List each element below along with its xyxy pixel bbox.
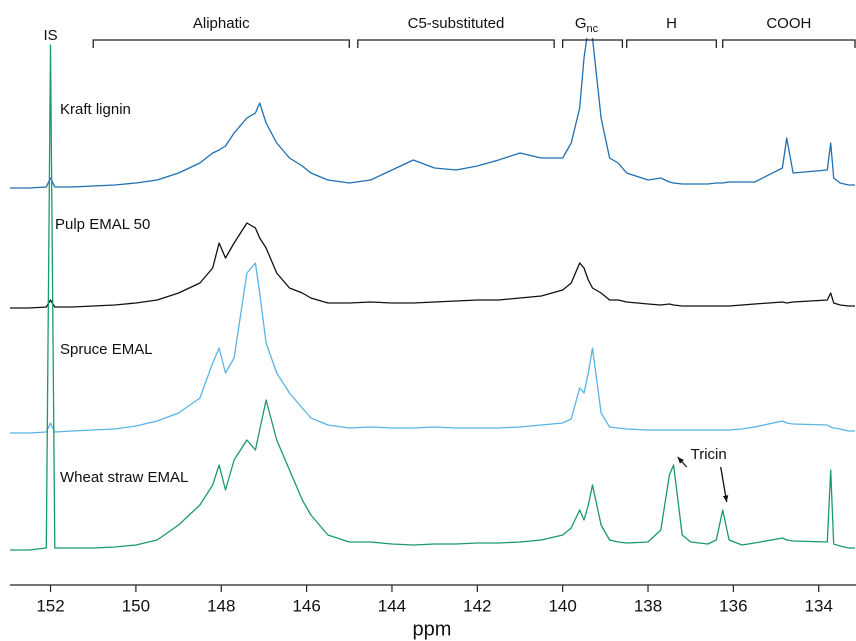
- spectrum-line: [10, 44, 855, 551]
- x-tick-label: 138: [634, 596, 662, 615]
- x-tick-label: 152: [36, 596, 64, 615]
- tricin-arrowhead: [722, 495, 729, 502]
- x-tick-label: 148: [207, 596, 235, 615]
- spectra: [10, 38, 855, 551]
- x-tick-label: 140: [548, 596, 576, 615]
- x-tick-label: 146: [292, 596, 320, 615]
- region-bracket: [92, 39, 350, 48]
- x-tick-label: 144: [378, 596, 406, 615]
- region-label-sub: nc: [587, 23, 599, 35]
- series-label: Wheat straw EMAL: [60, 469, 188, 486]
- x-tick-label: 150: [122, 596, 150, 615]
- region-label: H: [666, 15, 677, 32]
- region-label: COOH: [766, 15, 811, 32]
- region-bracket: [357, 39, 555, 48]
- x-tick-label: 136: [719, 596, 747, 615]
- region-label: Aliphatic: [193, 15, 250, 32]
- spectrum-line: [10, 38, 855, 189]
- spectrum-line: [10, 222, 855, 309]
- series-label: Kraft lignin: [60, 101, 131, 118]
- x-tick-label: 142: [463, 596, 491, 615]
- standard-label: IS: [43, 27, 57, 44]
- series-label: Spruce EMAL: [60, 341, 153, 358]
- tricin-label: Tricin: [691, 446, 727, 463]
- region-label: C5-substituted: [408, 15, 505, 32]
- region-bracket: [562, 39, 624, 48]
- tricin-arrowhead: [677, 457, 684, 464]
- region-bracket: [626, 39, 717, 48]
- x-tick-label: 134: [805, 596, 833, 615]
- region-label: Gnc: [575, 15, 599, 35]
- x-axis-title: ppm: [413, 618, 452, 640]
- series-label: Pulp EMAL 50: [55, 216, 150, 233]
- spectrum-line: [10, 262, 855, 434]
- region-bracket: [722, 39, 856, 48]
